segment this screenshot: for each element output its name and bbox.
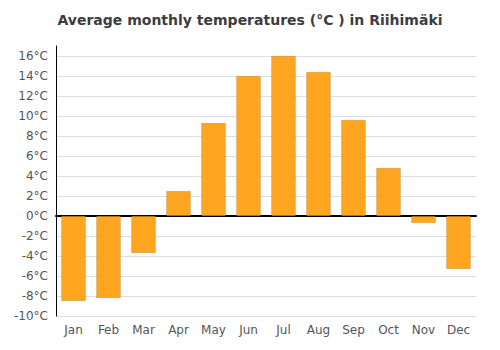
- svg-text:10°C: 10°C: [18, 109, 48, 123]
- svg-text:14°C: 14°C: [18, 69, 48, 83]
- svg-text:Apr: Apr: [168, 323, 189, 337]
- svg-text:-2°C: -2°C: [22, 229, 48, 243]
- svg-text:-10°C: -10°C: [14, 309, 48, 323]
- svg-text:Sep: Sep: [342, 323, 365, 337]
- svg-text:Average monthly temperatures (: Average monthly temperatures (°C ) in Ri…: [58, 12, 443, 28]
- svg-text:-4°C: -4°C: [22, 249, 48, 263]
- svg-text:12°C: 12°C: [18, 89, 48, 103]
- svg-text:Oct: Oct: [378, 323, 399, 337]
- svg-text:0°C: 0°C: [26, 209, 48, 223]
- svg-text:4°C: 4°C: [26, 169, 48, 183]
- svg-text:-6°C: -6°C: [22, 269, 48, 283]
- svg-text:Jul: Jul: [275, 323, 290, 337]
- svg-text:8°C: 8°C: [26, 129, 48, 143]
- svg-text:-8°C: -8°C: [22, 289, 48, 303]
- svg-text:Jun: Jun: [238, 323, 258, 337]
- svg-text:Mar: Mar: [132, 323, 155, 337]
- svg-text:Aug: Aug: [307, 323, 330, 337]
- svg-text:May: May: [201, 323, 226, 337]
- svg-text:Nov: Nov: [412, 323, 435, 337]
- svg-text:6°C: 6°C: [26, 149, 48, 163]
- svg-text:Feb: Feb: [98, 323, 119, 337]
- svg-text:2°C: 2°C: [26, 189, 48, 203]
- svg-text:Jan: Jan: [63, 323, 83, 337]
- svg-text:16°C: 16°C: [18, 49, 48, 63]
- svg-text:Dec: Dec: [447, 323, 470, 337]
